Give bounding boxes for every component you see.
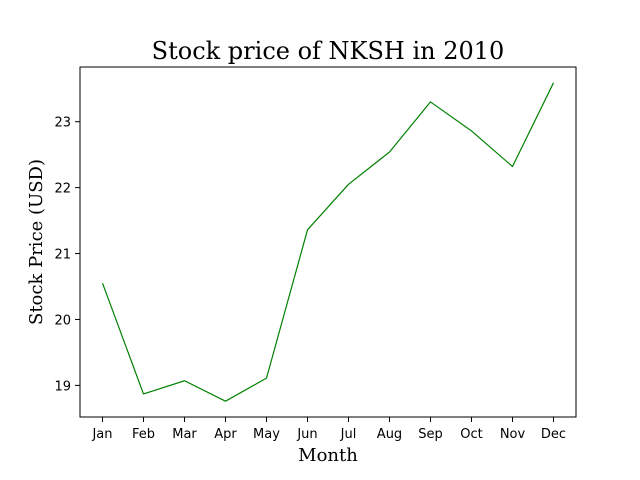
x-tick-label: Jul (340, 427, 357, 442)
x-tick-label: Oct (460, 427, 482, 442)
y-tick-label: 20 (54, 313, 71, 328)
x-tick-label: Nov (500, 427, 526, 442)
x-tick-label: Sep (418, 427, 443, 442)
y-tick-label: 22 (54, 182, 71, 197)
y-tick-label: 19 (54, 379, 71, 394)
y-tick-label: 21 (54, 248, 71, 263)
x-tick-label: Jan (91, 427, 112, 442)
y-tick-label: 23 (54, 116, 71, 131)
y-axis: 19 20 21 22 23 (54, 116, 80, 394)
x-axis-label: Month (298, 445, 358, 466)
series-layer (101, 82, 555, 402)
plot-area-frame (79, 66, 577, 418)
x-tick-label: Jun (296, 427, 317, 442)
chart-title: Stock price of NKSH in 2010 (152, 37, 505, 65)
x-tick-label: Mar (172, 427, 197, 442)
x-tick-label: Dec (541, 427, 566, 442)
x-axis: Jan Feb Mar Apr May Jun Jul Aug Sep Oct Nov Dec (91, 417, 566, 442)
series-line-0 (101, 82, 555, 402)
x-tick-label: Aug (377, 427, 402, 442)
x-tick-label: Apr (214, 427, 237, 442)
x-tick-label: May (253, 427, 280, 442)
y-axis-label: Stock Price (USD) (26, 159, 47, 325)
x-tick-label: Feb (132, 427, 155, 442)
